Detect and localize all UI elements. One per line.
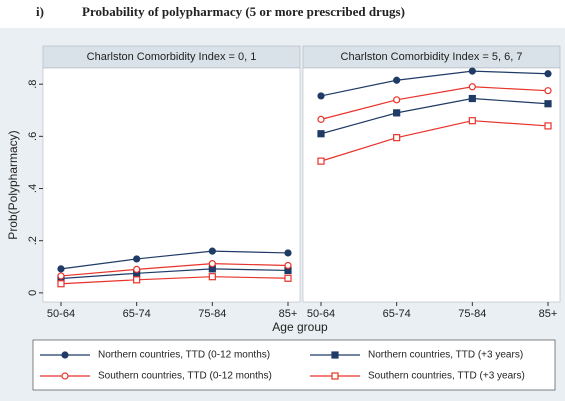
- x-tick-label: 85+: [539, 308, 558, 320]
- chart-label: i): [36, 4, 44, 19]
- plot-area: [42, 67, 301, 303]
- marker: [133, 265, 141, 273]
- legend-label: Southern countries, TTD (+3 years): [368, 371, 525, 382]
- line: [320, 70, 549, 97]
- marker: [57, 272, 65, 280]
- marker: [393, 109, 401, 117]
- x-tick-label: 85+: [279, 308, 298, 320]
- marker: [331, 372, 339, 380]
- marker: [468, 94, 476, 103]
- marker: [61, 372, 69, 380]
- x-tick-label: 65-74: [383, 308, 411, 320]
- marker: [393, 76, 401, 84]
- line: [320, 120, 549, 162]
- marker: [57, 265, 65, 273]
- plot-area: [302, 67, 561, 303]
- marker: [317, 157, 325, 165]
- line: [320, 97, 549, 135]
- marker: [393, 134, 401, 142]
- marker: [317, 92, 325, 100]
- marker: [544, 100, 552, 108]
- x-tick-label: 50-64: [47, 308, 75, 320]
- marker: [208, 260, 216, 268]
- marker: [133, 255, 141, 263]
- legend-label: Northern countries, TTD (0-12 months): [98, 350, 270, 361]
- line: [60, 263, 289, 277]
- panel-title: Charlston Comorbidity Index = 5, 6, 7: [341, 51, 523, 63]
- marker: [544, 87, 552, 95]
- marker: [284, 249, 292, 257]
- marker: [317, 115, 325, 123]
- marker: [331, 351, 339, 359]
- x-tick-label: 50-64: [307, 308, 335, 320]
- y-tick-label: .8: [27, 80, 39, 89]
- line: [60, 276, 289, 285]
- y-axis-label: Prob(Polypharmacy): [6, 130, 20, 239]
- marker: [544, 70, 552, 78]
- line: [60, 250, 289, 270]
- marker: [544, 122, 552, 130]
- legend-label: Northern countries, TTD (+3 years): [368, 350, 523, 361]
- line: [320, 86, 549, 120]
- marker: [57, 280, 65, 288]
- x-axis-label: Age group: [272, 320, 328, 334]
- y-tick-label: .6: [27, 132, 39, 141]
- marker: [133, 276, 141, 284]
- marker: [284, 261, 292, 270]
- marker: [468, 67, 476, 75]
- y-tick-label: .2: [27, 236, 39, 245]
- y-tick-label: .4: [27, 184, 39, 193]
- x-tick-label: 75-84: [458, 308, 486, 320]
- panel-title: Charlston Comorbidity Index = 0, 1: [87, 51, 257, 63]
- marker: [208, 247, 216, 255]
- line: [60, 268, 289, 280]
- x-tick-label: 75-84: [198, 308, 226, 320]
- marker: [208, 273, 216, 281]
- y-tick-label: 0: [27, 290, 39, 296]
- marker: [61, 351, 69, 359]
- marker: [468, 83, 476, 91]
- marker: [317, 130, 325, 138]
- marker: [284, 274, 292, 282]
- chart-title: Probability of polypharmacy (5 or more p…: [82, 4, 405, 19]
- legend-label: Southern countries, TTD (0-12 months): [98, 371, 272, 382]
- legend: [32, 339, 556, 391]
- x-tick-label: 65-74: [123, 308, 151, 320]
- marker: [393, 96, 401, 104]
- marker: [468, 117, 476, 125]
